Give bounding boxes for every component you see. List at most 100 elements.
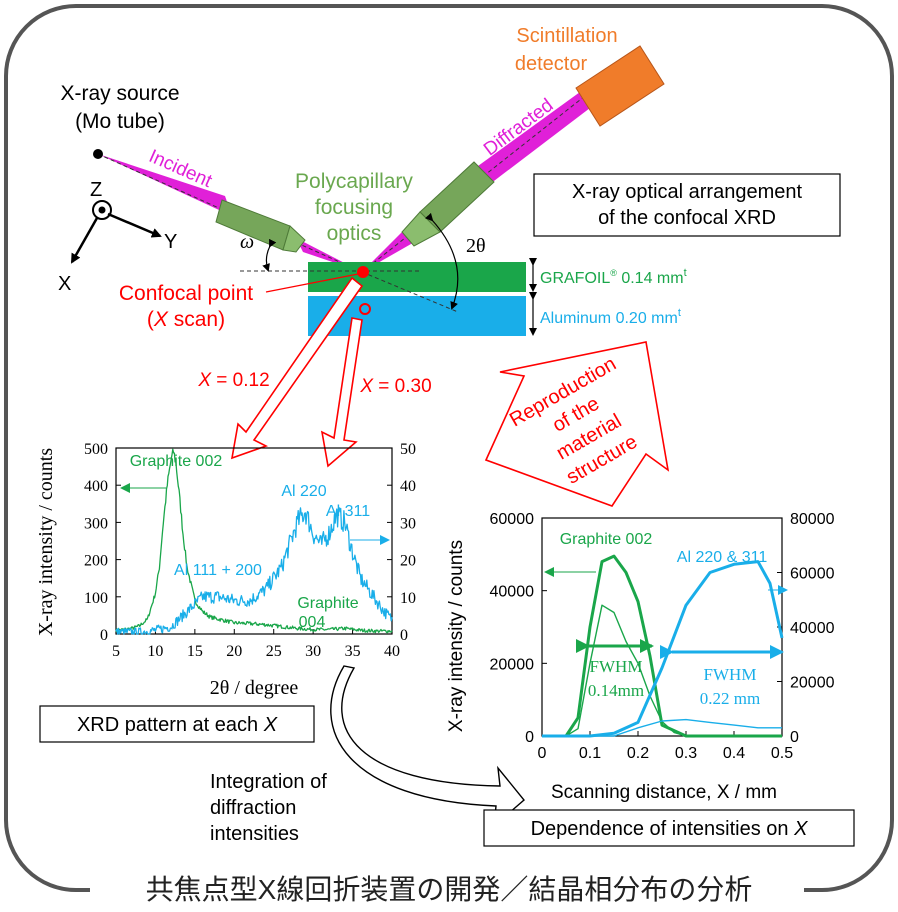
coordinate-axes	[70, 200, 162, 264]
series-line-graphite-002	[542, 554, 782, 738]
omega-label: ω	[240, 231, 254, 253]
y-right-tick-label: 10	[400, 590, 416, 607]
chart2-annot-graphite002: Graphite 002	[560, 531, 653, 548]
confocal-label-1: Confocal point	[119, 282, 253, 305]
xrd-pattern-box-label: XRD pattern at each X	[77, 714, 278, 736]
y-left-tick-label: 20000	[490, 656, 535, 673]
y-right-tick-label: 20000	[790, 675, 835, 692]
chart2-ylabel: X-ray intensity / counts	[446, 540, 467, 732]
arrangement-box	[533, 173, 841, 237]
chart2-fwhm-al-value: 0.22 mm	[700, 689, 760, 708]
chart1-annot-graphite004-2: 004	[299, 614, 326, 631]
xrd-pattern-box	[39, 705, 315, 743]
dependence-box-label: Dependence of intensities on X	[531, 818, 809, 840]
optics-label-3: optics	[327, 222, 382, 245]
x-tick-label: 0.4	[723, 745, 745, 762]
x-tick-label: 5	[112, 643, 120, 660]
y-right-tick-label: 0	[790, 729, 799, 746]
arrow-x030	[320, 317, 363, 468]
chart1-xlabel: 2θ / degree	[210, 677, 299, 699]
diffracted-beam-to-detector	[478, 92, 590, 184]
chart2-fwhm-graphite-value: 0.14mm	[588, 681, 644, 700]
source-label-1: X-ray source	[60, 82, 179, 105]
incident-optics	[215, 199, 306, 253]
scintillation-detector	[575, 45, 665, 127]
y-right-tick-label: 0	[400, 627, 408, 644]
diffracted-optics	[401, 161, 495, 247]
y-left-tick-label: 400	[84, 478, 108, 495]
arrangement-label-2: of the confocal XRD	[598, 207, 776, 229]
source-label-2: (Mo tube)	[75, 110, 165, 133]
reproduction-arrow	[484, 341, 670, 507]
arrow-x012	[230, 276, 364, 460]
chart1-annot-al111: Al 111 + 200	[174, 562, 262, 579]
x-tick-label: 40	[384, 643, 400, 660]
integration-label-2: diffraction	[210, 797, 296, 819]
y-left-tick-label: 0	[525, 729, 534, 746]
x-tick-label: 15	[187, 643, 203, 660]
x-tick-label: 0.1	[579, 745, 601, 762]
y-left-tick-label: 0	[100, 627, 108, 644]
y-right-tick-label: 40	[400, 478, 416, 495]
omega-arc	[262, 238, 277, 272]
y-left-tick-label: 200	[84, 553, 108, 570]
footer-title: 共焦点型X線回折装置の開発／結晶相分布の分析	[146, 874, 753, 905]
series-line-graphite	[115, 448, 393, 634]
y-left-tick-label: 60000	[490, 511, 535, 528]
chart1-plot-frame	[115, 447, 393, 635]
two-theta-label: 2θ	[466, 235, 486, 257]
chart2-fwhm-graphite-label: FWHM	[590, 657, 643, 676]
grafoil-label: GRAFOIL® 0.14 mmt	[540, 267, 687, 287]
arrangement-label-1: X-ray optical arrangement	[572, 181, 803, 203]
intensity-vs-x-chart: 0 0.1 0.2 0.3 0.4 0.5020000400006000002000040…	[446, 511, 835, 803]
y-left-tick-label: 40000	[490, 584, 535, 601]
xrd-pattern-chart: 5 10 15 20 25 30 35 400100200300400500010203040…	[35, 441, 416, 699]
series-line-al-220-311	[542, 560, 784, 738]
x012-label: X = 0.12	[197, 370, 269, 391]
chart2-annot-al: Al 220 & 311	[677, 549, 768, 566]
x-tick-label: 0.5	[771, 745, 793, 762]
aluminum-label: Aluminum 0.20 mmt	[540, 307, 681, 327]
confocal-point	[357, 266, 369, 278]
confocal-point-x030	[359, 303, 371, 315]
chart1-annot-graphite004-1: Graphite	[297, 595, 358, 612]
y-right-tick-label: 30	[400, 515, 416, 532]
incident-axis-line	[97, 153, 363, 273]
y-left-tick-label: 100	[84, 590, 108, 607]
y-left-tick-label: 500	[84, 441, 108, 458]
chart2-fwhm-al-label: FWHM	[704, 665, 757, 684]
integration-arrow	[330, 665, 525, 828]
confocal-leader-line	[265, 273, 359, 293]
detector-label-1: Scintillation	[516, 25, 617, 47]
optics-label-2: focusing	[315, 196, 393, 219]
footer-title-background	[90, 872, 804, 908]
x-tick-label: 0	[538, 745, 547, 762]
optics-label-1: Polycapillary	[295, 170, 413, 193]
axis-z-label: Z	[90, 179, 102, 201]
axis-x-label: X	[58, 273, 71, 295]
two-theta-arc	[425, 212, 459, 310]
chart1-annot-al220: Al 220	[281, 483, 326, 500]
series-line-al-220-311-thin	[542, 718, 782, 737]
y-right-tick-label: 40000	[790, 620, 835, 637]
x-tick-label: 10	[147, 643, 163, 660]
x030-label: X = 0.30	[359, 376, 431, 397]
x-tick-label: 0.2	[627, 745, 649, 762]
chart1-annot-graphite002: Graphite 002	[130, 453, 223, 470]
x-tick-label: 30	[305, 643, 321, 660]
x-tick-label: 35	[345, 643, 361, 660]
x-tick-label: 25	[266, 643, 282, 660]
y-right-tick-label: 60000	[790, 566, 835, 583]
series-line-aluminum	[115, 507, 393, 635]
chart1-ylabel: X-ray intensity / counts	[35, 448, 57, 637]
axis-y-label: Y	[164, 231, 177, 253]
y-right-tick-label: 20	[400, 553, 416, 570]
confocal-label-2: (X scan)	[147, 308, 225, 331]
y-right-tick-label: 80000	[790, 511, 835, 528]
chart1-annot-al311: Al 311	[326, 503, 370, 520]
xray-source-dot	[93, 149, 103, 159]
y-right-tick-label: 50	[400, 441, 416, 458]
detector-label-2: detector	[515, 53, 588, 75]
integration-label-1: Integration of	[210, 771, 327, 793]
